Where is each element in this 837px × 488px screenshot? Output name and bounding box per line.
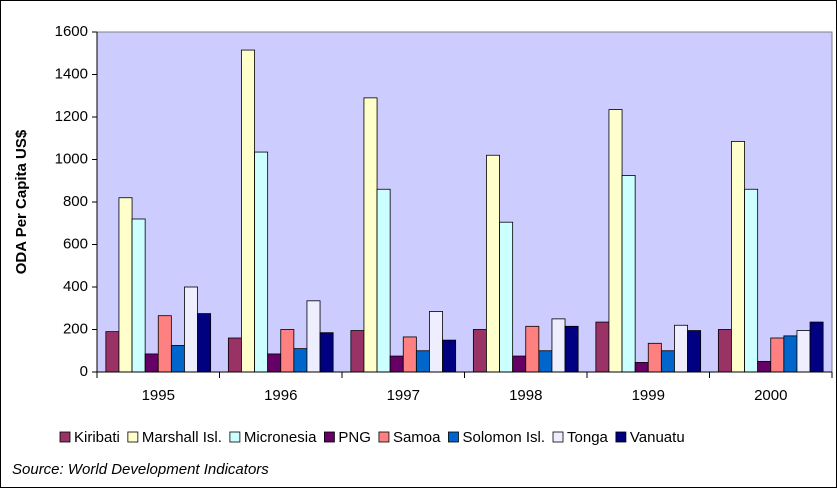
- bar: [512, 355, 527, 373]
- legend-swatch: [378, 431, 390, 443]
- legend-swatch: [552, 431, 564, 443]
- plot-area: [96, 31, 833, 373]
- bar: [687, 330, 702, 373]
- legend-swatch: [127, 431, 139, 443]
- bar: [525, 325, 540, 373]
- y-tick-label: 1000: [55, 150, 88, 167]
- y-tick-label: 400: [63, 278, 88, 295]
- bar: [757, 360, 772, 373]
- bar: [241, 49, 255, 373]
- bar: [472, 329, 487, 373]
- bar: [783, 335, 798, 373]
- bar: [118, 197, 133, 373]
- bar: [144, 353, 159, 373]
- bar: [389, 355, 404, 373]
- legend-swatch: [59, 431, 71, 443]
- bar: [674, 324, 688, 373]
- y-tick-label: 200: [63, 320, 88, 337]
- legend-label: Samoa: [393, 429, 441, 446]
- bar: [647, 342, 662, 373]
- x-tick-label: 2000: [754, 387, 787, 404]
- bar: [197, 313, 212, 373]
- bar: [293, 348, 308, 373]
- bar: [551, 318, 566, 373]
- bar: [105, 331, 120, 373]
- bar: [170, 345, 185, 373]
- bar: [796, 330, 811, 373]
- bar: [744, 188, 759, 373]
- y-axis-title: ODA Per Capita US$: [13, 129, 30, 274]
- bar: [717, 329, 732, 373]
- legend-label: Marshall Isl.: [142, 429, 222, 446]
- legend-swatch: [324, 431, 335, 443]
- bar: [227, 337, 242, 373]
- bar: [634, 362, 649, 373]
- bar: [402, 336, 417, 373]
- legend-label: Vanuatu: [630, 429, 685, 446]
- legend-swatch: [229, 431, 241, 443]
- bar: [131, 218, 146, 373]
- source-note: Source: World Development Indicators: [12, 461, 269, 478]
- x-tick-label: 1997: [387, 387, 420, 404]
- bar: [184, 286, 198, 373]
- legend-label: Kiribati: [74, 429, 120, 446]
- bar: [809, 321, 824, 373]
- x-tick-label: 1995: [142, 387, 175, 404]
- bar: [157, 315, 172, 373]
- bar: [442, 339, 457, 373]
- y-tick-label: 1200: [55, 108, 88, 125]
- legend-label: Solomon Isl.: [462, 429, 545, 446]
- x-tick-label: 1999: [632, 387, 665, 404]
- bar: [429, 311, 443, 373]
- legend-swatch: [615, 431, 627, 443]
- bar: [595, 321, 610, 373]
- bar: [538, 350, 553, 373]
- bar: [660, 350, 675, 373]
- bar: [306, 300, 321, 373]
- bar: [564, 325, 579, 373]
- y-tick-label: 1600: [55, 23, 88, 40]
- bar: [280, 329, 295, 373]
- legend-label: PNG: [338, 429, 371, 446]
- bar: [363, 97, 378, 373]
- bar: [770, 337, 785, 373]
- bar: [608, 109, 623, 373]
- bar: [731, 141, 745, 373]
- bar: [254, 151, 269, 373]
- y-tick-label: 0: [80, 363, 88, 380]
- bar: [350, 330, 365, 373]
- legend-swatch: [448, 431, 459, 443]
- y-tick-label: 800: [63, 193, 88, 210]
- bar: [267, 353, 282, 373]
- bar: [376, 188, 391, 373]
- bar: [621, 175, 636, 373]
- bar: [499, 221, 514, 373]
- bar: [486, 154, 500, 373]
- legend-label: Micronesia: [244, 429, 317, 446]
- x-tick-label: 1996: [264, 387, 297, 404]
- legend-label: Tonga: [567, 429, 609, 446]
- y-tick-label: 600: [63, 235, 88, 252]
- bar: [415, 350, 430, 373]
- y-tick-label: 1400: [55, 65, 88, 82]
- x-tick-label: 1998: [509, 387, 542, 404]
- bar: [319, 332, 334, 373]
